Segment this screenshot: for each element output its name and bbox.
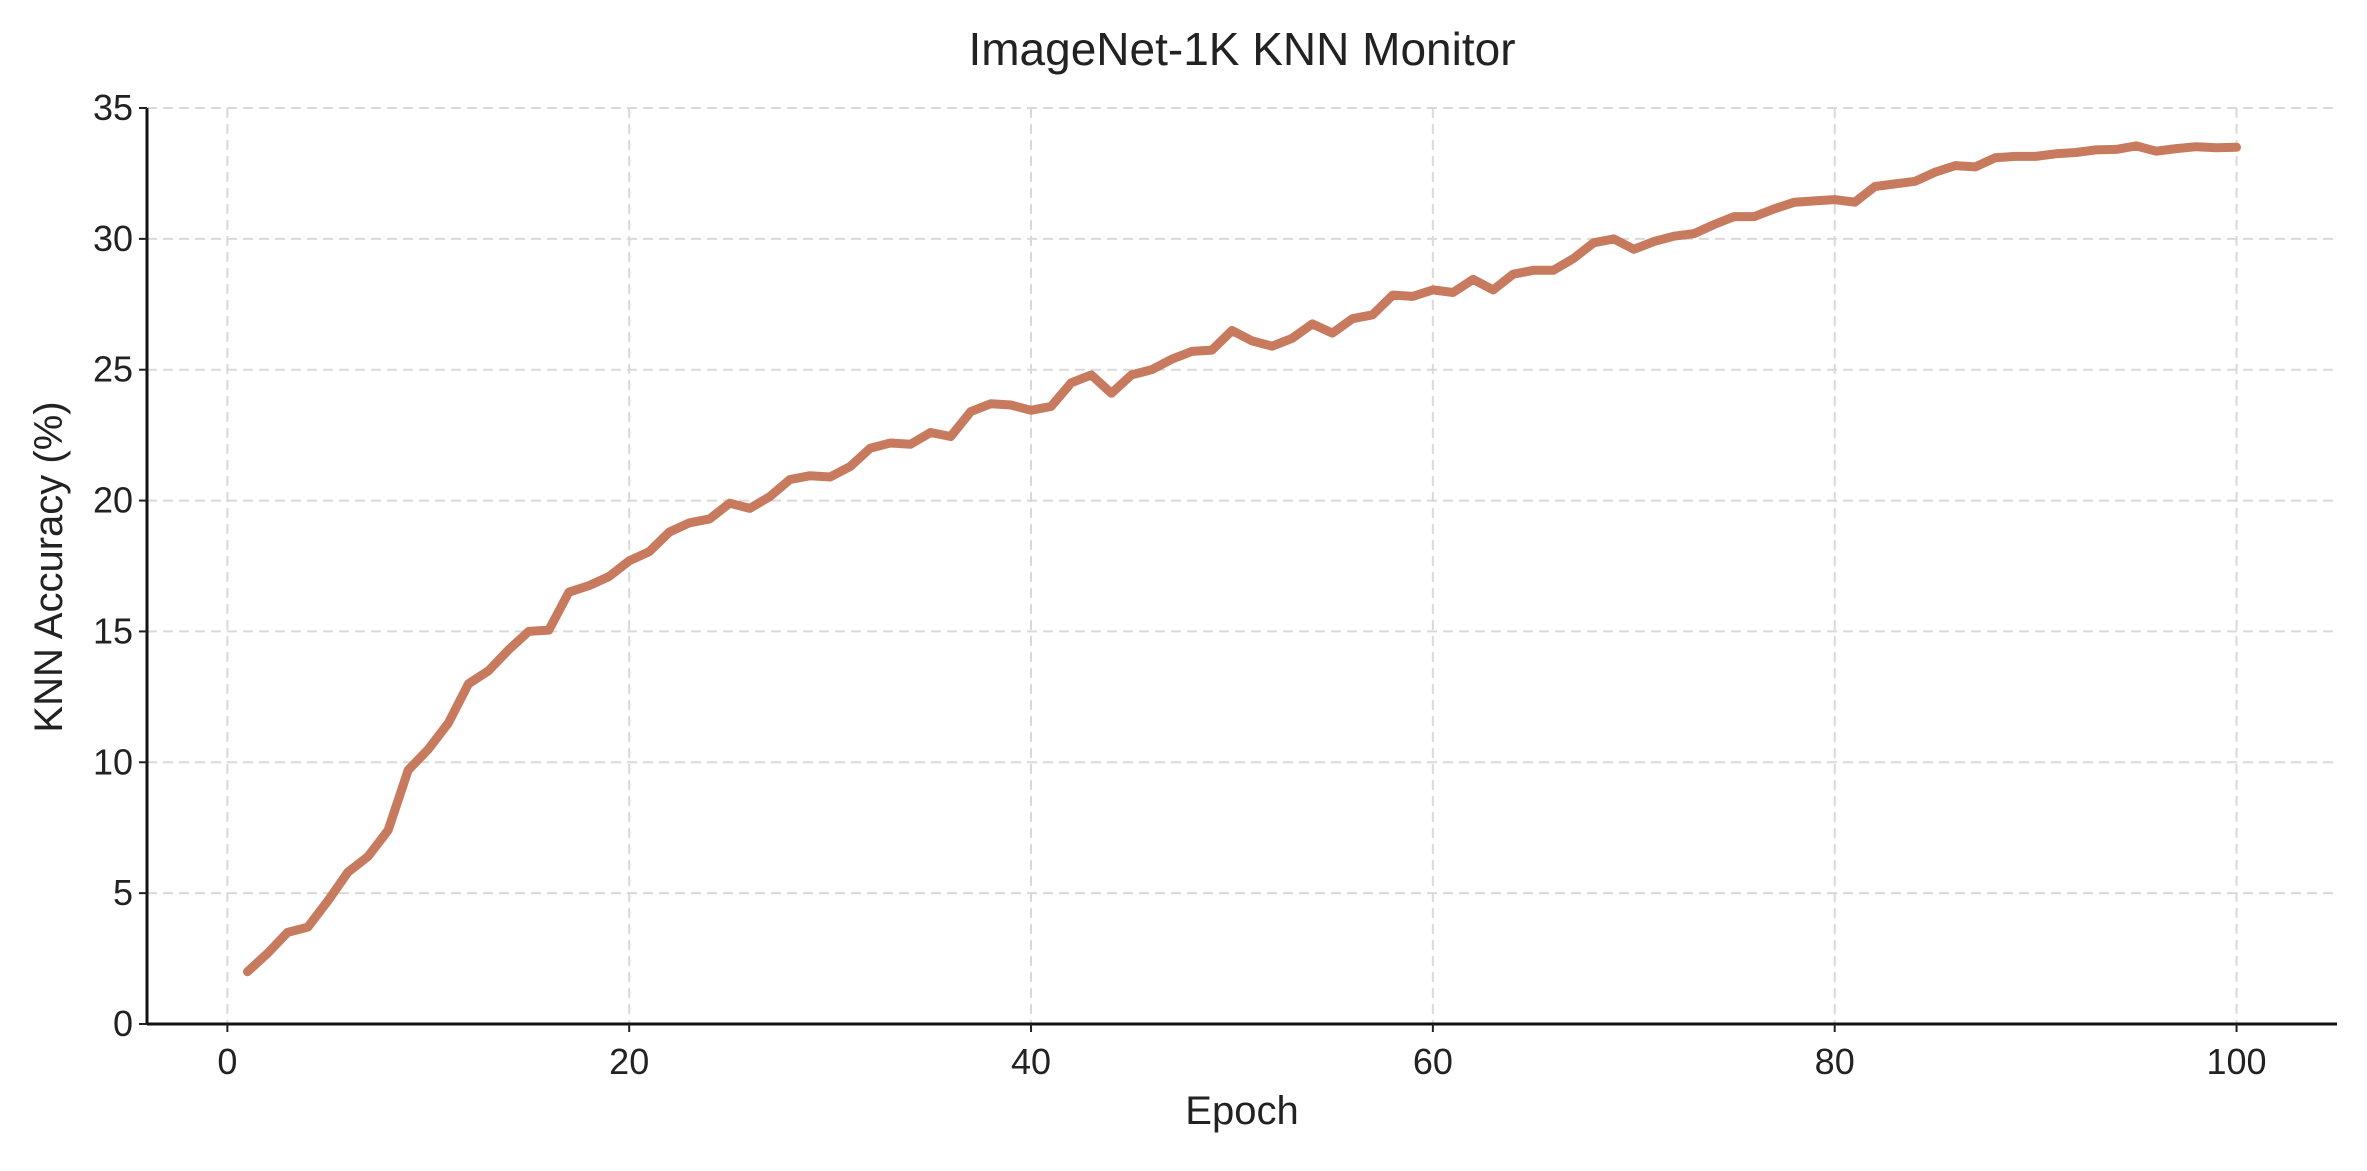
x-tick-label: 40 — [1011, 1041, 1051, 1082]
grid-layer — [147, 108, 2337, 1024]
y-axis-label: KNN Accuracy (%) — [27, 401, 71, 732]
x-tick-label: 0 — [217, 1041, 237, 1082]
x-tick-label: 20 — [609, 1041, 649, 1082]
y-tick-label: 35 — [93, 87, 133, 128]
x-axis-label: Epoch — [1185, 1089, 1298, 1133]
y-tick-label: 0 — [113, 1003, 133, 1044]
series-layer — [247, 146, 2236, 972]
y-tick-label: 5 — [113, 872, 133, 913]
y-tick-label: 10 — [93, 741, 133, 782]
x-tick-label: 80 — [1815, 1041, 1855, 1082]
x-tick-label: 100 — [2207, 1041, 2267, 1082]
axes-layer — [147, 108, 2337, 1024]
y-tick-label: 15 — [93, 610, 133, 651]
y-tick-label: 25 — [93, 349, 133, 390]
y-tick-label: 20 — [93, 480, 133, 521]
x-tick-label: 60 — [1413, 1041, 1453, 1082]
ticks-layer: 0 20 40 60 80 100 0 5 10 15 20 25 30 35 — [93, 87, 2267, 1082]
series-line — [248, 146, 2237, 972]
y-tick-label: 30 — [93, 218, 133, 259]
chart-title: ImageNet-1K KNN Monitor — [968, 23, 1515, 75]
